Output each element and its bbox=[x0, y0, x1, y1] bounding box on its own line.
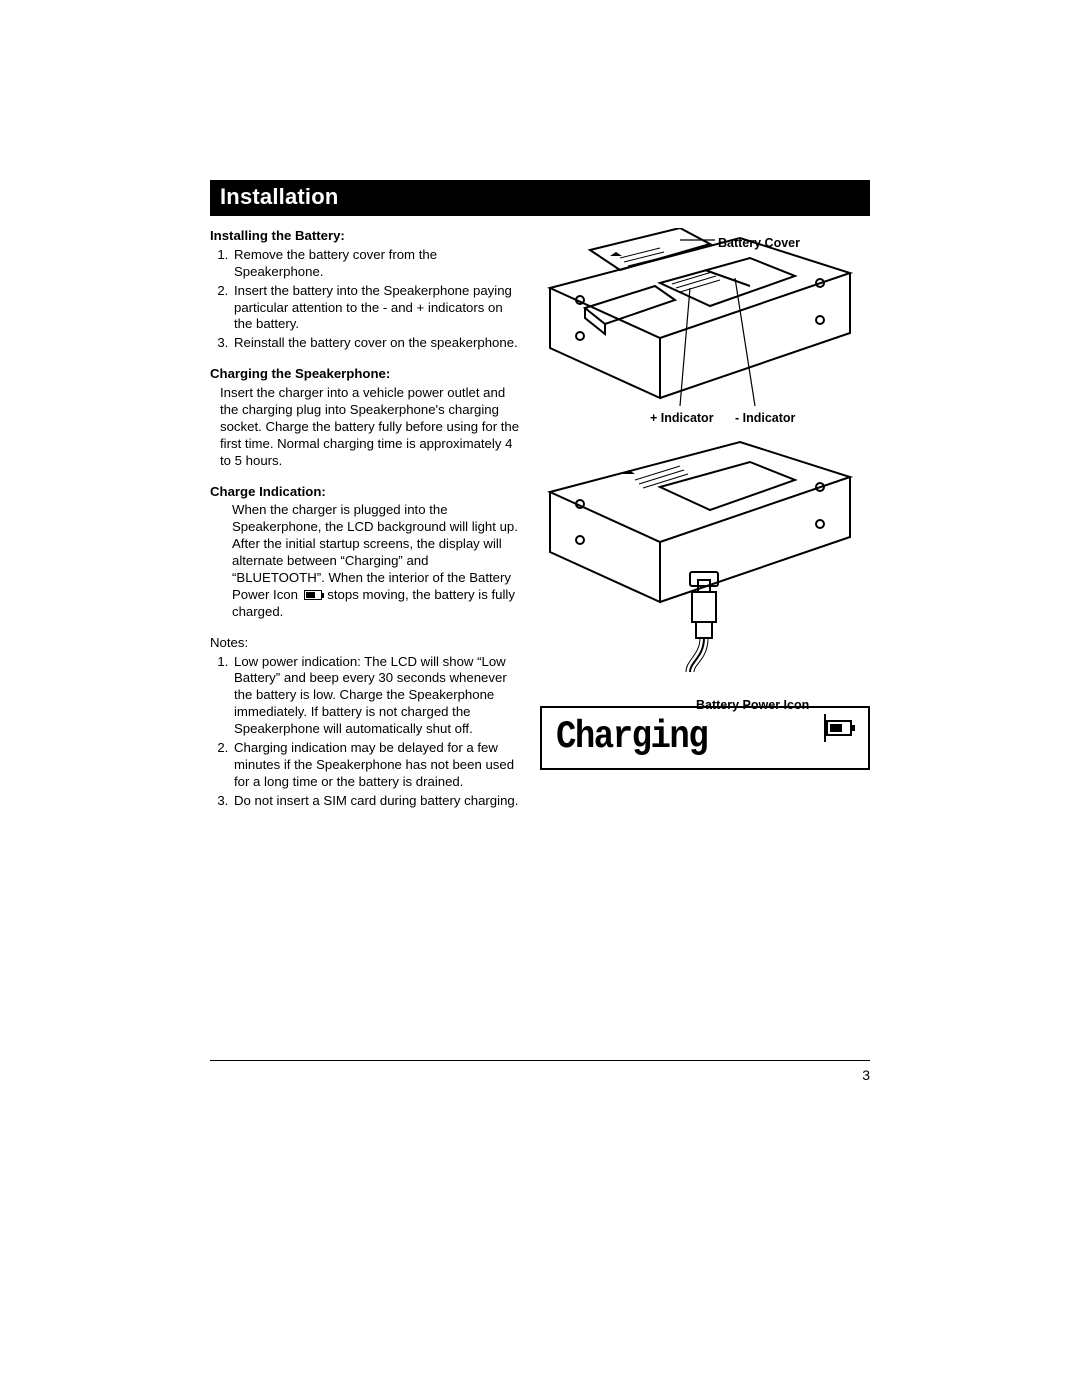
installing-battery-list: Remove the battery cover from the Speake… bbox=[210, 247, 522, 352]
lcd-text: Charging bbox=[556, 716, 707, 760]
battery-power-icon bbox=[826, 720, 852, 736]
installing-battery-item: Remove the battery cover from the Speake… bbox=[232, 247, 522, 281]
page-number: 3 bbox=[210, 1067, 870, 1083]
installing-battery-heading: Installing the Battery: bbox=[210, 228, 522, 245]
plus-indicator-callout: + Indicator bbox=[650, 411, 714, 425]
installing-battery-item: Reinstall the battery cover on the speak… bbox=[232, 335, 522, 352]
charging-paragraph: Insert the charger into a vehicle power … bbox=[210, 385, 522, 469]
notes-list: Low power indication: The LCD will show … bbox=[210, 654, 522, 810]
content-columns: Installing the Battery: Remove the batte… bbox=[210, 228, 870, 812]
section-title-bar: Installation bbox=[210, 180, 870, 216]
notes-item: Do not insert a SIM card during battery … bbox=[232, 793, 522, 810]
battery-install-diagram bbox=[540, 228, 870, 418]
charge-indication-heading: Charge Indication: bbox=[210, 484, 522, 501]
charging-heading: Charging the Speakerphone: bbox=[210, 366, 522, 383]
charging-section: Charging the Speakerphone: Insert the ch… bbox=[210, 366, 522, 469]
right-column: Battery Cover + Indicator - Indicator Ba… bbox=[540, 228, 870, 812]
notes-label: Notes: bbox=[210, 635, 522, 652]
notes-item: Low power indication: The LCD will show … bbox=[232, 654, 522, 738]
battery-icon bbox=[304, 590, 322, 600]
installing-battery-section: Installing the Battery: Remove the batte… bbox=[210, 228, 522, 352]
footer-rule bbox=[210, 1060, 870, 1061]
installing-battery-item: Insert the battery into the Speakerphone… bbox=[232, 283, 522, 334]
battery-cover-callout: Battery Cover bbox=[718, 236, 800, 250]
page-footer: 3 bbox=[210, 1060, 870, 1083]
lcd-display: Charging bbox=[540, 706, 870, 770]
left-column: Installing the Battery: Remove the batte… bbox=[210, 228, 522, 812]
charge-indication-paragraph: When the charger is plugged into the Spe… bbox=[210, 502, 522, 620]
notes-item: Charging indication may be delayed for a… bbox=[232, 740, 522, 791]
minus-indicator-callout: - Indicator bbox=[735, 411, 795, 425]
charge-indication-section: Charge Indication: When the charger is p… bbox=[210, 484, 522, 621]
charging-diagram bbox=[540, 432, 870, 672]
